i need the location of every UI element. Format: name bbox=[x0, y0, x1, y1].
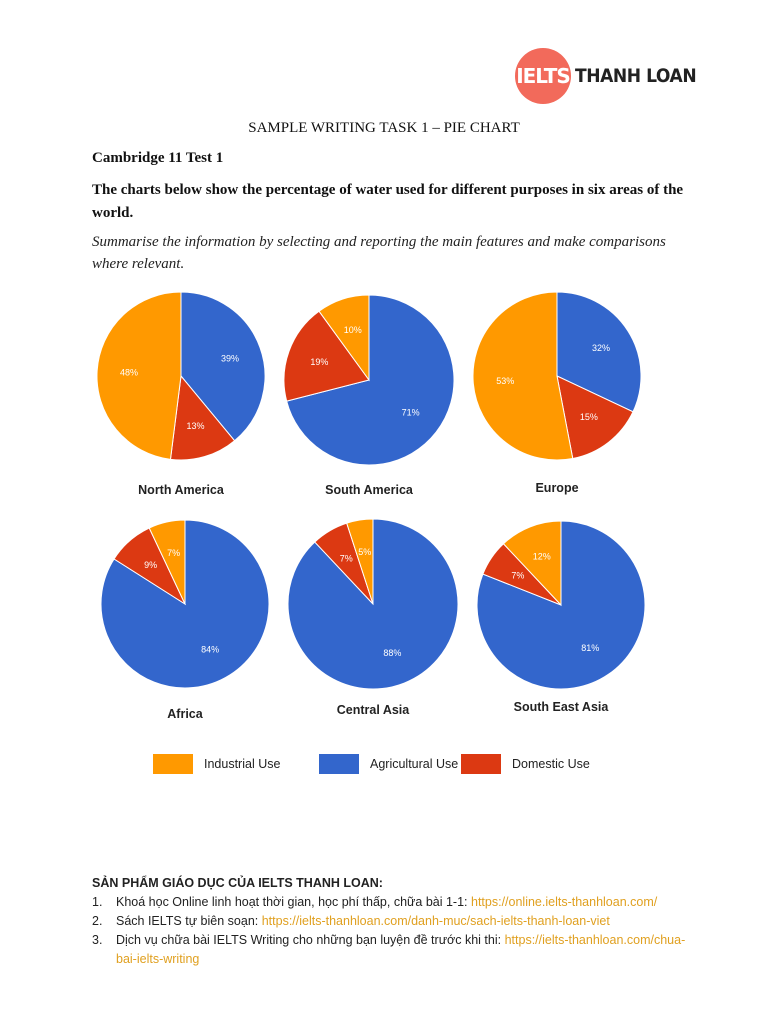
slice-label: 5% bbox=[358, 547, 371, 557]
slice-label: 13% bbox=[186, 421, 204, 431]
slice-label: 32% bbox=[592, 343, 610, 353]
pie-chart: 71% 19% 10% South America bbox=[283, 294, 455, 497]
chart-title: South East Asia bbox=[514, 700, 610, 714]
logo: IELTS THANH LOAN bbox=[515, 48, 710, 104]
logo-circle: IELTS bbox=[515, 48, 571, 104]
footer-list: 1. Khoá học Online linh hoạt thời gian, h… bbox=[92, 893, 696, 969]
pie-slice-agricultural-use bbox=[180, 291, 266, 442]
pie-slice-industrial-use bbox=[346, 518, 374, 605]
page-title: SAMPLE WRITING TASK 1 – PIE CHART bbox=[248, 120, 520, 136]
footer-item: 2. Sách IELTS tự biên soạn: https://ielts… bbox=[92, 912, 696, 931]
slice-label: 48% bbox=[120, 368, 138, 378]
slice-label: 39% bbox=[221, 353, 239, 363]
legend-label: Industrial Use bbox=[204, 757, 280, 771]
legend-item: Domestic Use bbox=[461, 754, 590, 774]
task-description: The charts below show the percentage of … bbox=[92, 182, 684, 221]
slice-label: 19% bbox=[310, 357, 328, 367]
test-subtitle: Cambridge 11 Test 1 bbox=[92, 150, 224, 166]
slice-label: 81% bbox=[581, 643, 599, 653]
pie-slice-domestic-use bbox=[169, 374, 236, 461]
pie-slice-agricultural-use bbox=[556, 291, 642, 413]
chart-title: South America bbox=[325, 483, 414, 497]
pie-charts: 39% 13% 48% North America 71% 19% 10% South Ame… bbox=[96, 291, 646, 774]
pie-chart: 88% 7% 5% Central Asia bbox=[287, 518, 459, 717]
legend-label: Agricultural Use bbox=[370, 757, 458, 771]
pie-slice-industrial-use bbox=[96, 291, 182, 460]
pie-slice-industrial-use bbox=[502, 520, 562, 607]
pie-slice-industrial-use bbox=[318, 294, 370, 382]
slice-label: 84% bbox=[201, 645, 219, 655]
task-instruction: Summarise the information by selecting a… bbox=[92, 234, 666, 272]
pie-slice-agricultural-use bbox=[476, 520, 646, 690]
item-number: 2. bbox=[92, 914, 103, 928]
footer: SẢN PHẨM GIÁO DỤC CỦA IELTS THANH LOAN: … bbox=[92, 874, 696, 969]
slice-label: 12% bbox=[533, 552, 551, 562]
slice-label: 7% bbox=[511, 571, 524, 581]
pie-slice-domestic-use bbox=[283, 310, 370, 402]
chart-title: Central Asia bbox=[337, 703, 411, 717]
slice-label: 71% bbox=[402, 407, 420, 417]
item-link[interactable]: https://ielts-thanhloan.com/danh-muc/sac… bbox=[261, 914, 610, 928]
slice-label: 53% bbox=[496, 376, 514, 386]
legend-swatch bbox=[461, 754, 501, 774]
legend-label: Domestic Use bbox=[512, 757, 590, 771]
item-text: Sách IELTS tự biên soạn: bbox=[116, 914, 262, 928]
slice-label: 9% bbox=[144, 560, 157, 570]
legend-item: Industrial Use bbox=[153, 754, 280, 774]
chart-title: Europe bbox=[535, 481, 578, 495]
slice-label: 88% bbox=[383, 648, 401, 658]
pie-slice-agricultural-use bbox=[286, 294, 455, 466]
slice-label: 15% bbox=[580, 412, 598, 422]
legend-swatch bbox=[319, 754, 359, 774]
slice-label: 7% bbox=[340, 554, 353, 564]
item-link[interactable]: https://ielts-thanhloan.com/chua-bai-iel… bbox=[116, 933, 686, 966]
footer-item: 1. Khoá học Online linh hoạt thời gian, h… bbox=[92, 893, 696, 912]
pie-slice-industrial-use bbox=[148, 519, 186, 605]
legend-swatch bbox=[153, 754, 193, 774]
chart-title: North America bbox=[138, 483, 225, 497]
pie-chart: 81% 7% 12% South East Asia bbox=[476, 520, 646, 714]
item-number: 3. bbox=[92, 933, 103, 947]
pie-chart: 39% 13% 48% North America bbox=[96, 291, 266, 497]
logo-text: THANH LOAN bbox=[575, 65, 697, 87]
item-number: 1. bbox=[92, 895, 103, 909]
legend-item: Agricultural Use bbox=[319, 754, 458, 774]
item-link[interactable]: https://online.ielts-thanhloan.com/ bbox=[471, 895, 658, 909]
pie-chart: 84% 9% 7% Africa bbox=[100, 519, 270, 721]
pie-chart: 32% 15% 53% Europe bbox=[472, 291, 642, 495]
slice-label: 7% bbox=[167, 548, 180, 558]
item-text: Khoá học Online linh hoạt thời gian, học… bbox=[116, 895, 471, 909]
pie-slice-domestic-use bbox=[556, 375, 634, 460]
slice-label: 10% bbox=[344, 325, 362, 335]
footer-item: 3. Dịch vụ chữa bài IELTS Writing cho nhữ… bbox=[92, 931, 696, 969]
footer-heading: SẢN PHẨM GIÁO DỤC CỦA IELTS THANH LOAN: bbox=[92, 876, 383, 890]
pie-slice-industrial-use bbox=[472, 291, 574, 461]
item-text: Dịch vụ chữa bài IELTS Writing cho những… bbox=[116, 933, 505, 947]
chart-title: Africa bbox=[167, 707, 203, 721]
